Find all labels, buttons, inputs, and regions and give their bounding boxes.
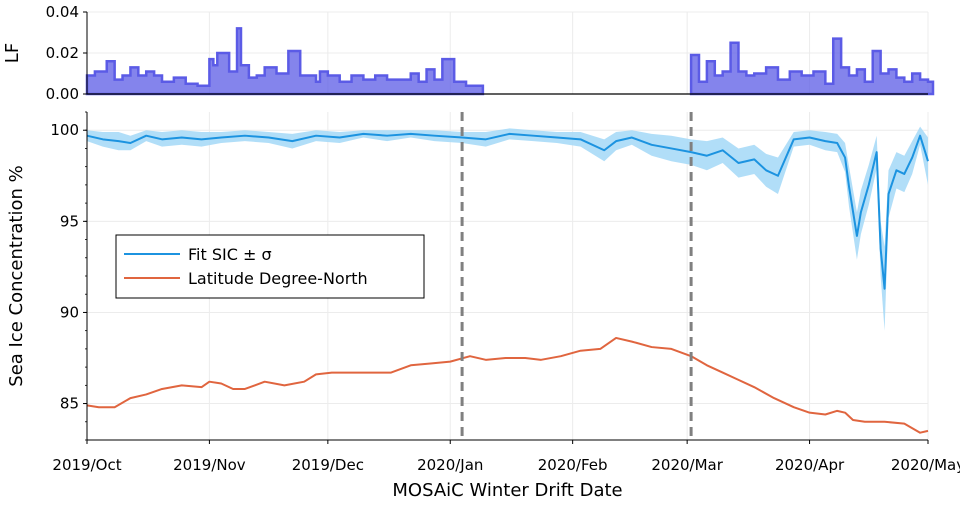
lf-y-ticks: 0.00 0.02 0.04 [46, 3, 87, 103]
lf-series [85, 27, 935, 96]
x-tick-label: 2019/Oct [52, 456, 121, 474]
x-tick-label: 2020/May [891, 456, 960, 474]
legend-box [115, 234, 425, 299]
lf-y-tick-label: 0.02 [46, 44, 79, 62]
lf-y-tick-label: 0.00 [46, 85, 79, 103]
x-tick-label: 2020/Mar [651, 456, 723, 474]
x-tick-label: 2019/Dec [292, 456, 364, 474]
sic-y-tick-label: 90 [60, 303, 79, 321]
lf-panel: 0.00 0.02 0.04 LF [2, 3, 935, 103]
x-axis-label: MOSAiC Winter Drift Date [392, 480, 622, 501]
latitude-line [86, 336, 929, 434]
sic-y-tick-label: 100 [50, 121, 79, 139]
sic-y-axis-label: Sea Ice Concentration % [6, 165, 27, 386]
x-tick-label: 2020/Apr [775, 456, 845, 474]
sic-lines [86, 132, 929, 434]
x-tick-label: 2020/Feb [538, 456, 608, 474]
x-tick-label: 2019/Nov [173, 456, 246, 474]
date-x-ticks: 2019/Oct 2019/Nov 2019/Dec 2020/Jan 2020/Feb… [52, 440, 960, 474]
x-tick-label: 2020/Jan [417, 456, 483, 474]
legend: Fit SIC ± σ Latitude Degree-North [115, 234, 425, 299]
legend-label-latitude: Latitude Degree-North [188, 269, 368, 288]
dashed-reference-lines [460, 112, 693, 440]
lf-step-area [85, 27, 485, 96]
lf-step-area [689, 37, 935, 96]
sic-y-tick-label: 85 [60, 395, 79, 413]
sic-y-ticks: 85 90 95 100 [50, 111, 87, 441]
sic-sigma-area [87, 126, 928, 331]
sic-y-tick-label: 95 [60, 212, 79, 230]
lf-y-axis-label: LF [2, 43, 23, 63]
sic-fit-line [86, 132, 929, 290]
sic-sigma-band [87, 126, 928, 331]
lf-y-tick-label: 0.04 [46, 3, 79, 21]
sic-panel: 85 90 95 100 2019/Oct 2019/Nov 2019/Dec 2020/J… [6, 111, 960, 501]
legend-label-sic: Fit SIC ± σ [188, 245, 272, 264]
